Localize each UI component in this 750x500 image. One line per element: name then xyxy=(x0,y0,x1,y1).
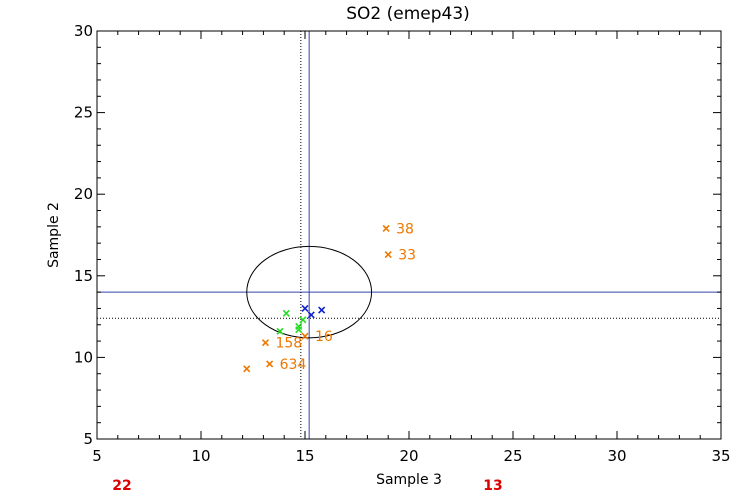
point-orange-3 xyxy=(261,339,270,347)
point-blue-0 xyxy=(301,304,309,313)
point-label-33: 33 xyxy=(398,248,416,264)
x-tick-label: 30 xyxy=(607,447,626,465)
y-tick-label: 5 xyxy=(83,430,93,448)
point-orange-1 xyxy=(384,251,392,259)
x-tick-label: 20 xyxy=(399,447,418,465)
x-tick-label: 10 xyxy=(191,447,210,465)
point-orange-0 xyxy=(382,224,390,233)
chart-title: SO2 (emep43) xyxy=(346,4,470,24)
y-tick-label: 20 xyxy=(74,185,93,203)
y-axis-title: Sample 2 xyxy=(46,202,62,268)
y-tick-label: 25 xyxy=(74,104,93,122)
x-tick-label: 35 xyxy=(711,447,730,465)
corner-count-left: 22 xyxy=(112,478,131,494)
y-tick-label: 10 xyxy=(74,348,93,366)
point-green-1 xyxy=(299,316,307,324)
point-orange-4 xyxy=(266,360,274,368)
x-tick-label: 15 xyxy=(295,447,314,465)
confidence-ellipse xyxy=(246,245,373,339)
point-label-158: 158 xyxy=(275,336,302,352)
point-label-634: 634 xyxy=(280,357,307,373)
y-tick-label: 15 xyxy=(74,267,93,285)
point-orange-5 xyxy=(243,365,251,373)
x-tick-label: 25 xyxy=(503,447,522,465)
point-orange-2 xyxy=(301,332,309,340)
point-green-3 xyxy=(295,326,303,334)
corner-count-right: 13 xyxy=(483,478,502,494)
point-label-16: 16 xyxy=(315,329,333,345)
point-green-0 xyxy=(282,309,290,317)
y-tick-label: 30 xyxy=(74,22,93,40)
point-blue-1 xyxy=(318,306,326,314)
point-blue-2 xyxy=(307,311,315,319)
x-tick-label: 5 xyxy=(92,447,102,465)
x-axis-title: Sample 3 xyxy=(376,472,442,488)
point-label-38: 38 xyxy=(396,221,414,237)
point-green-4 xyxy=(276,327,284,335)
